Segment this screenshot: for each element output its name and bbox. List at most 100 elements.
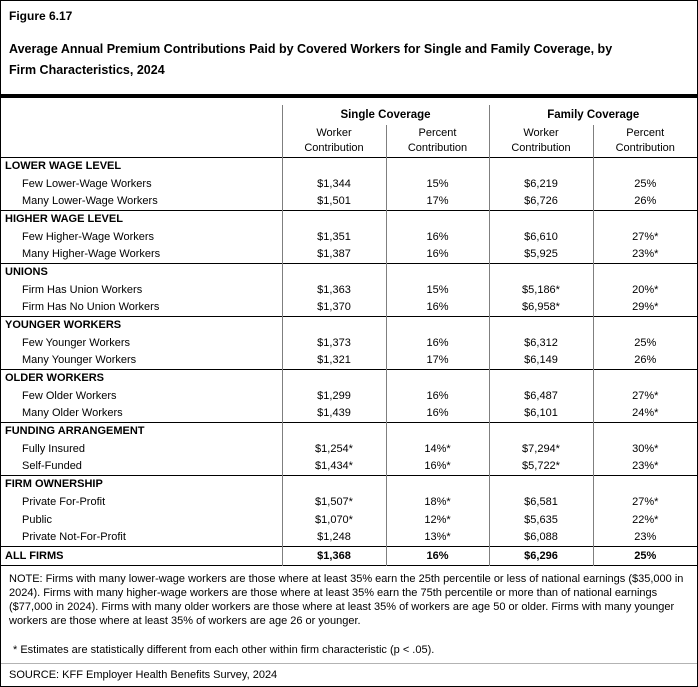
empty-cell	[281, 263, 386, 281]
section-header-row: OLDER WORKERS	[1, 369, 697, 387]
section-header-row: HIGHER WAGE LEVEL	[1, 210, 697, 228]
value-cell: $1,439	[281, 404, 386, 423]
value-cell: $1,368	[281, 546, 386, 566]
subheader-family-percent-contribution: Percent Contribution	[592, 124, 697, 158]
subheader-single-worker-contribution: Worker Contribution	[281, 124, 386, 158]
row-label: Many Older Workers	[22, 407, 123, 420]
asterisk-note: * Estimates are statistically different …	[13, 643, 435, 656]
value-cell: 25%	[592, 333, 697, 352]
row-label: Private Not-For-Profit	[22, 531, 126, 544]
value-cell: 15%	[385, 280, 489, 299]
value-cell: $1,387	[281, 245, 386, 264]
empty-cell	[281, 422, 386, 440]
premium-contributions-table: Single Coverage Family Coverage Worker C…	[1, 104, 697, 566]
value-cell: 13%*	[385, 528, 489, 547]
subheader-label: Worker Contribution	[511, 127, 571, 154]
row-label: Few Higher-Wage Workers	[22, 230, 155, 243]
empty-cell	[488, 475, 593, 493]
row-label: Public	[22, 513, 52, 526]
table-row: Many Older Workers $1,439 16% $6,101 24%*	[1, 404, 697, 423]
row-label: Fully Insured	[22, 442, 85, 455]
empty-cell	[592, 475, 697, 493]
subheader-family-worker-contribution: Worker Contribution	[488, 124, 593, 158]
empty-cell	[488, 263, 593, 281]
value-cell: 17%	[385, 351, 489, 370]
title-block: Figure 6.17 Average Annual Premium Contr…	[1, 1, 697, 94]
notes-block: NOTE: Firms with many lower-wage workers…	[1, 566, 697, 656]
value-cell: 23%*	[592, 457, 697, 476]
figure-label: Figure 6.17	[9, 9, 73, 23]
value-cell: $1,344	[281, 174, 386, 193]
empty-cell	[488, 157, 593, 175]
empty-cell	[592, 316, 697, 334]
table-row: Few Higher-Wage Workers $1,351 16% $6,610 27…	[1, 227, 697, 246]
value-cell: $1,370	[281, 298, 386, 317]
empty-cell	[281, 475, 386, 493]
section-header-row: FIRM OWNERSHIP	[1, 475, 697, 493]
section-header-row: YOUNGER WORKERS	[1, 316, 697, 334]
section-header-row: LOWER WAGE LEVEL	[1, 157, 697, 175]
empty-cell	[385, 316, 489, 334]
total-row-label: ALL FIRMS	[1, 546, 282, 566]
value-cell: $5,635	[488, 510, 593, 529]
table-row: Private For-Profit $1,507* 18%* $6,581 27%*	[1, 492, 697, 511]
table-row: Self-Funded $1,434* 16%* $5,722* 23%*	[1, 457, 697, 476]
subheader-label: Worker Contribution	[304, 127, 364, 154]
value-cell: $6,312	[488, 333, 593, 352]
row-label: Many Younger Workers	[22, 354, 137, 367]
value-cell: 17%	[385, 192, 489, 211]
value-cell: $1,070*	[281, 510, 386, 529]
table-sub-header-row: Worker Contribution Percent Contribution…	[1, 124, 697, 158]
value-cell: $1,299	[281, 386, 386, 405]
subheader-single-percent-contribution: Percent Contribution	[385, 124, 489, 158]
value-cell: 27%*	[592, 386, 697, 405]
value-cell: $6,219	[488, 174, 593, 193]
value-cell: $6,958*	[488, 298, 593, 317]
table-row: Public $1,070* 12%* $5,635 22%*	[1, 510, 697, 529]
value-cell: 16%	[385, 386, 489, 405]
section-header-label: OLDER WORKERS	[1, 369, 282, 387]
figure-title: Average Annual Premium Contributions Pai…	[9, 42, 613, 78]
table-row: Few Younger Workers $1,373 16% $6,312 25%	[1, 333, 697, 352]
empty-cell	[385, 369, 489, 387]
value-cell: $5,186*	[488, 280, 593, 299]
empty-cell	[488, 210, 593, 228]
section-header-label: HIGHER WAGE LEVEL	[1, 210, 282, 228]
table-group-header-row: Single Coverage Family Coverage	[1, 104, 697, 125]
row-label: Firm Has No Union Workers	[22, 301, 160, 314]
row-label: Firm Has Union Workers	[22, 283, 143, 296]
value-cell: $1,321	[281, 351, 386, 370]
value-cell: $6,296	[488, 546, 593, 566]
value-cell: 14%*	[385, 439, 489, 458]
value-cell: $6,101	[488, 404, 593, 423]
empty-cell	[592, 422, 697, 440]
table-row: Many Younger Workers $1,321 17% $6,149 26%	[1, 351, 697, 370]
row-label: Self-Funded	[22, 460, 82, 473]
note-text: NOTE: Firms with many lower-wage workers…	[9, 573, 684, 627]
group-header-family-coverage: Family Coverage	[488, 104, 697, 125]
value-cell: 16%	[385, 333, 489, 352]
value-cell: $1,373	[281, 333, 386, 352]
value-cell: $5,722*	[488, 457, 593, 476]
table-row: Private Not-For-Profit $1,248 13%* $6,088 23…	[1, 528, 697, 547]
value-cell: $6,088	[488, 528, 593, 547]
value-cell: $6,487	[488, 386, 593, 405]
value-cell: 25%	[592, 174, 697, 193]
value-cell: $6,726	[488, 192, 593, 211]
empty-cell	[281, 210, 386, 228]
all-firms-total-row: ALL FIRMS $1,368 16% $6,296 25%	[1, 546, 697, 566]
value-cell: 24%*	[592, 404, 697, 423]
value-cell: 15%	[385, 174, 489, 193]
source-text: SOURCE: KFF Employer Health Benefits Sur…	[1, 662, 697, 686]
value-cell: 16%	[385, 298, 489, 317]
subheader-label: Percent Contribution	[407, 127, 468, 154]
table-row: Few Lower-Wage Workers $1,344 15% $6,219 25%	[1, 174, 697, 193]
table-row: Firm Has No Union Workers $1,370 16% $6,958…	[1, 298, 697, 317]
value-cell: $1,507*	[281, 492, 386, 511]
table-row: Fully Insured $1,254* 14%* $7,294* 30%*	[1, 439, 697, 458]
empty-cell	[385, 157, 489, 175]
table-row: Firm Has Union Workers $1,363 15% $5,186* 20…	[1, 280, 697, 299]
value-cell: 12%*	[385, 510, 489, 529]
row-label: Few Lower-Wage Workers	[22, 177, 152, 190]
value-cell: 25%	[592, 546, 697, 566]
